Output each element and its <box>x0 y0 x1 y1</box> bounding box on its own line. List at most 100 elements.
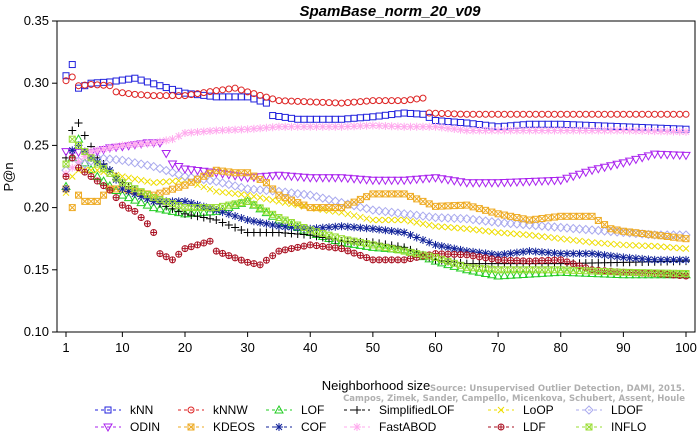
point-KDEOS-39 <box>300 201 308 209</box>
point-LOF-12 <box>130 195 140 204</box>
point-kNNW-56 <box>406 96 414 104</box>
point-ODIN-73 <box>512 178 522 187</box>
point-kNNW-15 <box>150 92 158 100</box>
point-COF-89 <box>613 252 622 261</box>
point-kNNW-35 <box>275 97 283 105</box>
point-COF-53 <box>387 226 396 235</box>
point-kNNW-30 <box>244 88 252 96</box>
point-FastABOD-43 <box>325 122 334 131</box>
point-LDOF-68 <box>480 216 491 226</box>
point-LDOF-20 <box>180 171 190 182</box>
point-KDEOS-7 <box>100 191 108 199</box>
point-LOF-51 <box>374 242 384 252</box>
point-LoOP-75 <box>526 231 533 239</box>
point-FastABOD-80 <box>556 126 565 135</box>
point-FastABOD-29 <box>237 125 246 134</box>
point-ODIN-37 <box>286 172 297 182</box>
chart-title: SpamBase_norm_20_v09 <box>300 3 482 20</box>
point-INFLO-66 <box>469 264 477 272</box>
point-LDF-34 <box>269 252 277 260</box>
point-kNNW-37 <box>287 97 295 105</box>
point-LDF-26 <box>219 249 227 257</box>
point-LoOP-74 <box>519 231 527 238</box>
point-LOF-71 <box>499 270 510 280</box>
point-kNNW-74 <box>519 110 527 118</box>
point-kNN-54 <box>394 110 402 118</box>
point-INFLO-77 <box>538 266 546 274</box>
point-LDF-27 <box>225 252 233 260</box>
point-kNNW-36 <box>281 97 289 105</box>
point-COF-49 <box>362 224 371 233</box>
point-ODIN-58 <box>418 175 428 184</box>
point-COF-63 <box>450 244 459 253</box>
point-LDF-53 <box>388 256 396 264</box>
point-LDOF-16 <box>155 163 165 174</box>
point-LDOF-70 <box>493 217 503 228</box>
point-LOF-9 <box>111 185 121 194</box>
point-ODIN-94 <box>643 152 654 161</box>
point-FastABOD-98 <box>669 127 678 136</box>
point-INFLO-76 <box>532 266 540 274</box>
point-LoOP-86 <box>594 239 602 247</box>
point-LOF-32 <box>255 203 266 213</box>
point-LOF-74 <box>518 269 529 279</box>
point-LoOP-55 <box>400 216 408 224</box>
point-LDF-33 <box>262 256 270 264</box>
point-ODIN-70 <box>493 179 503 188</box>
point-LoOP-62 <box>444 223 452 231</box>
point-SimplifiedLOF-3 <box>74 119 83 128</box>
point-ODIN-77 <box>537 177 547 186</box>
point-COF-84 <box>581 249 590 258</box>
x-tick-label-5: 50 <box>366 340 380 355</box>
point-LDOF-63 <box>449 213 459 224</box>
point-KDEOS-81 <box>563 212 571 220</box>
point-FastABOD-26 <box>218 126 227 135</box>
point-LDF-51 <box>375 256 383 264</box>
point-ODIN-23 <box>198 167 209 177</box>
x-tick-label-0: 1 <box>62 340 69 355</box>
point-kNNW-26 <box>219 86 227 94</box>
point-LDF-2 <box>68 154 76 162</box>
point-SimplifiedLOF-22 <box>193 212 202 221</box>
x-axis: 1 10 20 30 40 50 60 70 80 90 100 <box>62 332 697 355</box>
legend-label-KDEOS: KDEOS <box>213 420 255 434</box>
point-FastABOD-57 <box>412 122 421 131</box>
point-ODIN-72 <box>505 178 516 188</box>
point-COF-44 <box>331 222 340 231</box>
point-kNNW-97 <box>663 110 671 118</box>
point-FastABOD-54 <box>393 122 402 131</box>
point-LoOP-94 <box>645 242 652 250</box>
point-kNN-35 <box>275 112 283 120</box>
point-FastABOD-4 <box>80 152 89 161</box>
y-tick-label-2: 0.20 <box>24 200 49 215</box>
point-kNN-79 <box>550 120 558 128</box>
point-FastABOD-79 <box>550 126 559 135</box>
point-COF-86 <box>594 250 603 259</box>
point-LDF-19 <box>175 250 183 258</box>
point-LoOP-46 <box>344 210 352 218</box>
point-FastABOD-62 <box>444 124 453 133</box>
point-ODIN-61 <box>436 175 447 184</box>
point-kNN-12 <box>131 74 139 82</box>
point-ODIN-60 <box>430 174 441 183</box>
point-kNNW-55 <box>400 97 408 105</box>
point-ODIN-1 <box>61 148 71 157</box>
point-KDEOS-20 <box>181 181 189 189</box>
legend-label-LDF: LDF <box>523 420 546 434</box>
point-kNNW-71 <box>500 110 508 118</box>
point-INFLO-9 <box>112 174 120 182</box>
point-LDF-7 <box>100 182 108 190</box>
point-ODIN-42 <box>317 174 328 183</box>
point-ODIN-65 <box>461 179 472 188</box>
point-FastABOD-39 <box>299 122 308 131</box>
point-LoOP-63 <box>450 224 458 232</box>
point-FastABOD-91 <box>625 126 634 135</box>
point-kNNW-40 <box>306 98 314 106</box>
point-FastABOD-5 <box>87 147 96 156</box>
point-ODIN-69 <box>486 179 497 188</box>
point-kNN-62 <box>444 118 452 126</box>
point-ODIN-44 <box>330 174 341 183</box>
point-LoOP-30 <box>244 191 251 199</box>
point-COF-57 <box>412 233 421 242</box>
